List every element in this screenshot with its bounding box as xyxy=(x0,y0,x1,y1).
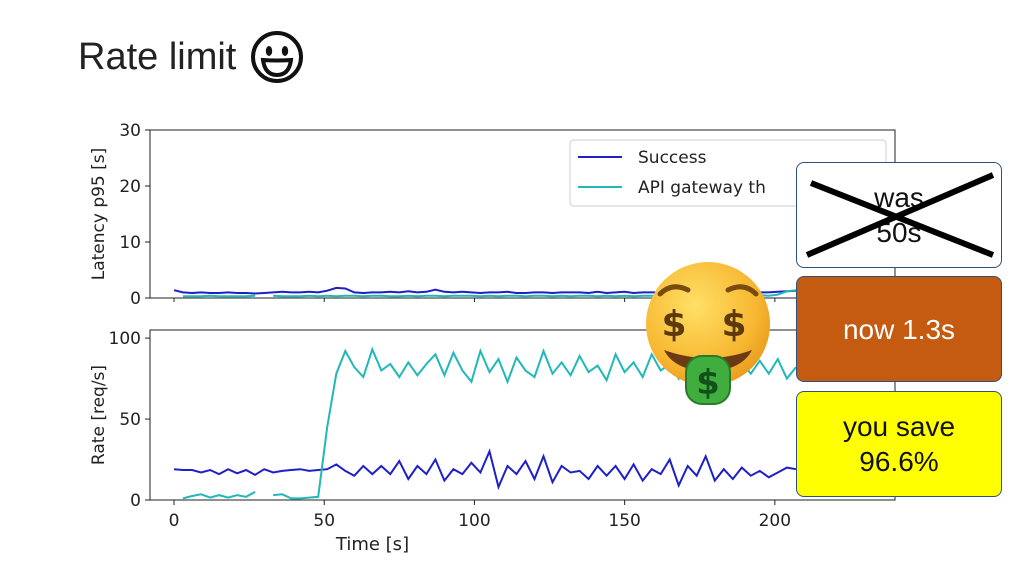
svg-text:$: $ xyxy=(721,304,746,345)
svg-text:$: $ xyxy=(696,363,720,403)
y-tick-label: 100 xyxy=(109,329,141,349)
series-line-success xyxy=(173,448,797,491)
y-axis-label: Latency p95 [s] xyxy=(89,148,109,281)
x-axis-label: Time [s] xyxy=(335,534,409,555)
grinning-face-icon xyxy=(251,31,304,83)
callout-save-line1: you save xyxy=(842,411,956,442)
x-tick-label: 150 xyxy=(608,511,640,531)
y-axis-label: Rate [req/s] xyxy=(89,365,109,465)
callout-now-text: now 1.3s xyxy=(842,313,956,345)
plot-frame-1 xyxy=(149,329,896,501)
y-tick-label: 0 xyxy=(130,491,141,511)
y-tick-label: 0 xyxy=(130,289,141,309)
callout-was-line1: was xyxy=(874,182,924,213)
money-mouth-face-icon: $ $ $ xyxy=(646,262,770,405)
callout-save: you save 96.6% xyxy=(796,391,1002,497)
callout-save-line2: 96.6% xyxy=(859,446,939,477)
legend-label: API gateway th xyxy=(638,178,766,198)
slide-title: Rate limit xyxy=(78,30,304,84)
y-tick-label: 20 xyxy=(119,177,141,197)
slide-title-text: Rate limit xyxy=(78,35,237,78)
svg-text:$: $ xyxy=(661,304,686,345)
y-tick-label: 10 xyxy=(119,233,141,253)
x-tick-label: 50 xyxy=(313,511,335,531)
x-tick-label: 0 xyxy=(169,511,180,531)
y-tick-label: 50 xyxy=(119,410,141,430)
x-tick-label: 100 xyxy=(458,511,490,531)
callout-was-line2: 50s xyxy=(876,217,922,248)
callout-was: was 50s xyxy=(796,162,1002,268)
callout-now: now 1.3s xyxy=(796,276,1002,382)
y-tick-label: 30 xyxy=(119,121,141,141)
x-tick-label: 200 xyxy=(759,511,791,531)
legend-label: Success xyxy=(638,148,707,168)
